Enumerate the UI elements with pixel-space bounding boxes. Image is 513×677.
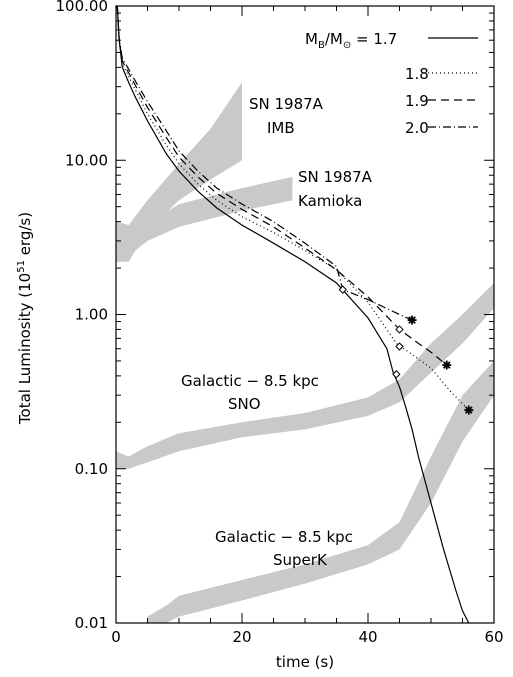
y-tick-label: 1.00: [75, 306, 108, 324]
band-label-kamioka-line1: SN 1987A: [298, 168, 373, 186]
star-marker-2-0: [407, 315, 417, 325]
legend-title: MB/M⊙ = 1.7: [305, 30, 397, 51]
band-0: [116, 82, 242, 262]
x-tick-label: 20: [232, 628, 251, 646]
legend-label-2-0: 2.0: [405, 119, 429, 137]
series-line-2-0: [116, 6, 413, 321]
band-label-imb-line1: SN 1987A: [249, 95, 324, 113]
curve-markers: [338, 285, 474, 415]
band-label-sno-line2: SNO: [228, 395, 261, 413]
diamond-marker-1-8: [395, 342, 404, 351]
y-tick-label: 0.10: [75, 460, 108, 478]
diamond-marker-2-0: [338, 285, 348, 294]
diamond-marker-1-9: [395, 325, 404, 334]
star-marker-1-9: [442, 360, 452, 370]
y-axis-label: Total Luminosity (1051 erg/s): [16, 212, 34, 425]
legend-label-1-9: 1.9: [405, 92, 429, 110]
band-label-imb-line2: IMB: [267, 119, 295, 137]
y-tick-label: 10.00: [65, 151, 108, 169]
y-tick-label: 100.00: [56, 0, 109, 15]
series-line-1-7: [116, 6, 470, 623]
x-tick-label: 40: [358, 628, 377, 646]
band-2: [116, 283, 494, 469]
y-tick-label: 0.01: [75, 614, 108, 632]
band-label-superk-line2: SuperK: [273, 551, 328, 569]
star-marker-1-8: [464, 405, 474, 415]
band-label-kamioka-line2: Kamioka: [298, 192, 362, 210]
diamond-marker-1-7: [392, 370, 401, 379]
x-tick-label: 60: [484, 628, 503, 646]
band-label-superk-line1: Galactic − 8.5 kpc: [215, 528, 353, 546]
x-axis-label: time (s): [276, 653, 334, 671]
x-tick-label: 0: [111, 628, 121, 646]
plot-frame: [115, 5, 495, 624]
legend: MB/M⊙ = 1.7 1.8 1.9 2.0: [305, 30, 478, 137]
band-3: [147, 360, 494, 623]
sensitivity-bands: [116, 82, 494, 623]
band-label-sno-line1: Galactic − 8.5 kpc: [181, 372, 319, 390]
band-1: [116, 176, 293, 262]
legend-label-1-8: 1.8: [405, 65, 429, 83]
axis-ticks: [115, 5, 495, 624]
tick-labels: 0 20 40 60 0.01 0.10 1.00 10.00 100.00: [56, 0, 504, 646]
series-line-1-8: [116, 6, 470, 411]
